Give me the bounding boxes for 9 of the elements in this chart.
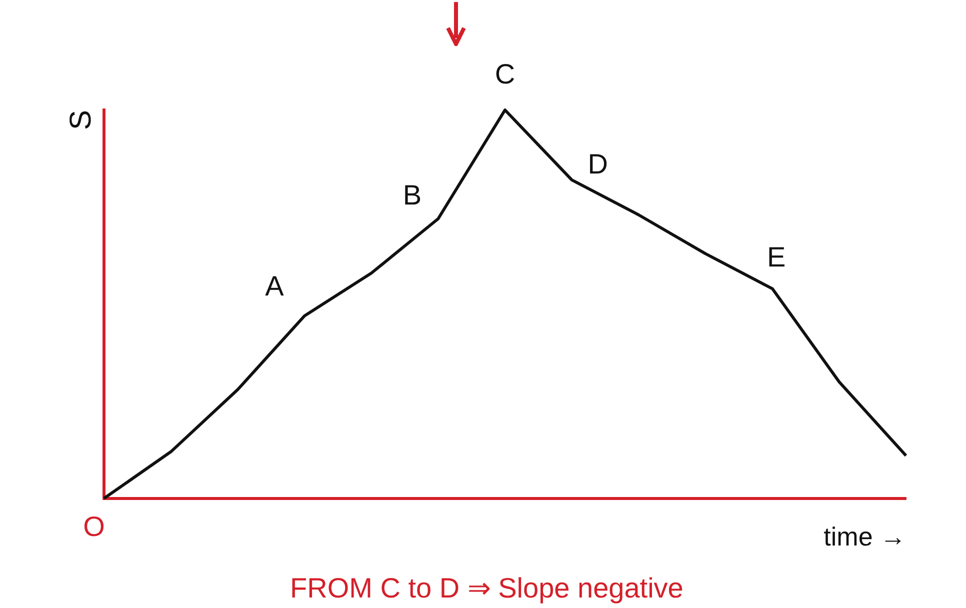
annotation: D [588,148,608,180]
annotation: E [766,241,786,272]
y-axis-title: S [64,110,98,130]
x-axis-title: time → [824,522,906,552]
annotation: A [265,270,284,302]
annotation: B [402,179,422,210]
text: C [494,58,516,90]
text: FROM C to D ⇒ Slope negative [290,572,684,604]
text: O [83,511,105,542]
